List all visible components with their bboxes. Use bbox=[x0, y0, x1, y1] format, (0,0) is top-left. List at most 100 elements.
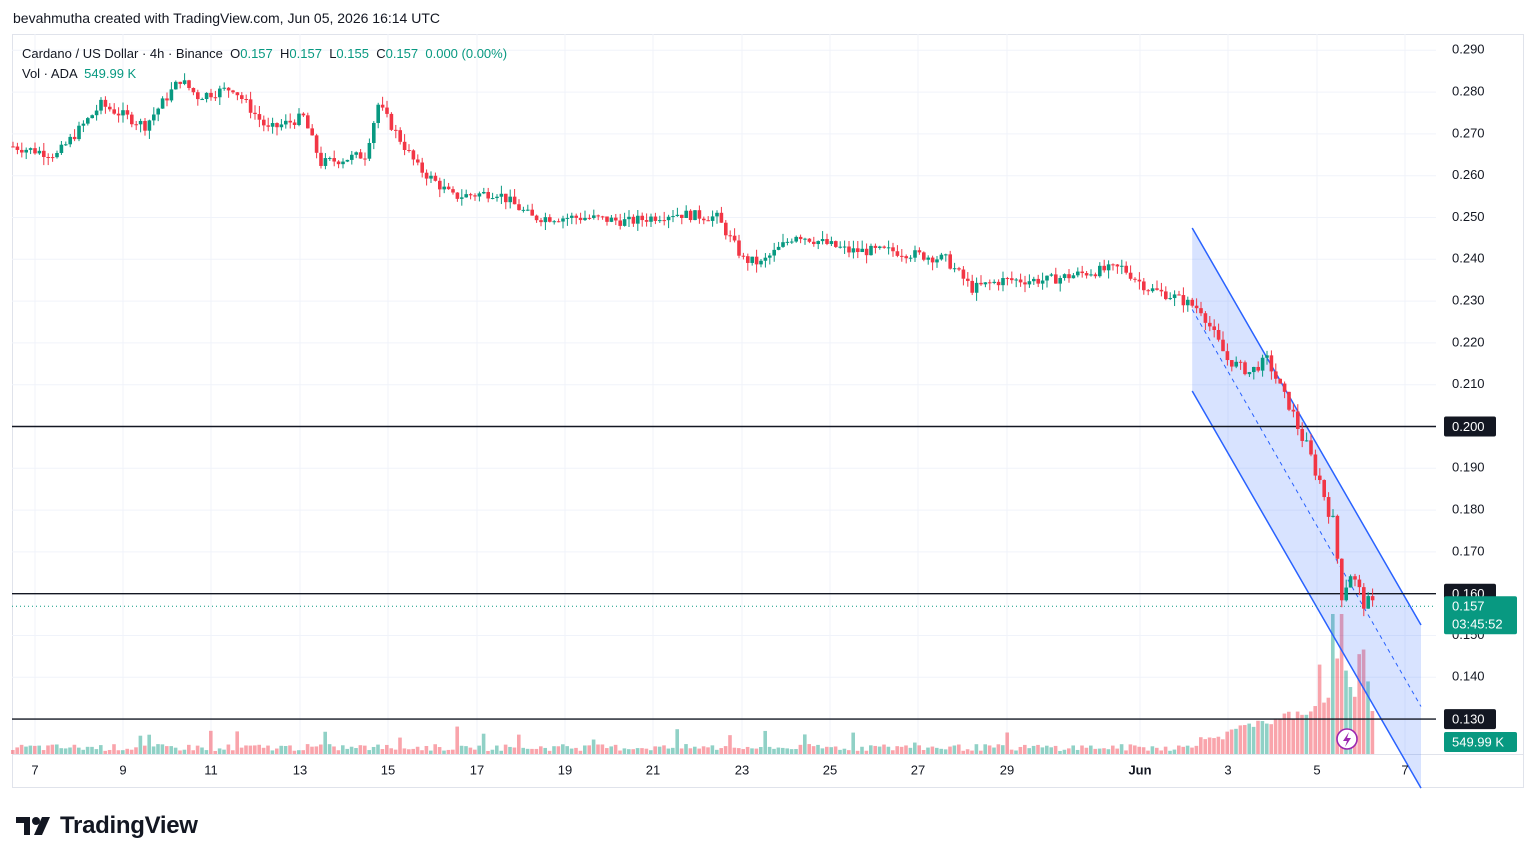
candle-body bbox=[477, 193, 482, 197]
candle-body bbox=[526, 209, 530, 211]
volume-label[interactable]: Vol · ADA bbox=[22, 66, 77, 81]
price-axis-label: 0.170 bbox=[1452, 543, 1485, 558]
volume-bar bbox=[319, 744, 323, 754]
candle-body bbox=[231, 90, 235, 93]
volume-bar bbox=[1005, 732, 1009, 754]
volume-bar bbox=[1133, 745, 1137, 754]
volume-bar bbox=[1335, 658, 1339, 754]
candle-body bbox=[429, 175, 433, 179]
volume-bar bbox=[345, 748, 349, 754]
candle-body bbox=[358, 152, 363, 159]
candle-body bbox=[675, 214, 680, 217]
volume-bar bbox=[820, 748, 825, 754]
time-axis-label: 27 bbox=[911, 762, 925, 777]
volume-bar bbox=[794, 749, 798, 754]
volume-bar bbox=[433, 744, 437, 754]
volume-bar bbox=[618, 750, 622, 754]
volume-bar bbox=[292, 750, 297, 754]
volume-bar bbox=[838, 749, 842, 754]
volume-bar bbox=[371, 746, 376, 754]
volume-bar bbox=[1155, 747, 1159, 754]
volume-bar bbox=[1097, 748, 1102, 754]
candle-body bbox=[1084, 273, 1089, 276]
candle-body bbox=[1260, 357, 1265, 371]
candle-body bbox=[781, 242, 785, 247]
volume-bar bbox=[107, 749, 112, 754]
volume-bar bbox=[226, 744, 231, 754]
volume-bar bbox=[94, 749, 99, 754]
candle-body bbox=[244, 99, 248, 101]
volume-bar bbox=[415, 746, 420, 754]
volume-bar bbox=[644, 748, 649, 754]
price-axis-label: 0.140 bbox=[1452, 669, 1485, 684]
candle-body bbox=[1216, 329, 1221, 340]
volume-bar bbox=[477, 745, 481, 754]
candle-body bbox=[446, 186, 451, 190]
replay-lightning-icon[interactable] bbox=[1336, 728, 1358, 750]
volume-bar bbox=[143, 745, 147, 754]
volume-bar bbox=[68, 747, 72, 754]
volume-bar bbox=[935, 747, 939, 754]
candle-body bbox=[341, 161, 345, 165]
volume-bar bbox=[547, 750, 552, 754]
volume-bar bbox=[222, 749, 226, 754]
volume-bar bbox=[1243, 725, 1247, 754]
volume-bar bbox=[297, 750, 301, 754]
candle-body bbox=[592, 215, 596, 218]
time-axis-label: 23 bbox=[735, 762, 749, 777]
volume-bar bbox=[63, 748, 68, 754]
volume-bar bbox=[1269, 724, 1273, 754]
candle-body bbox=[1168, 298, 1172, 300]
volume-bar bbox=[719, 748, 723, 754]
volume-bar bbox=[992, 747, 996, 754]
candle-body bbox=[996, 281, 1001, 286]
candle-body bbox=[741, 255, 746, 257]
volume-bar bbox=[349, 746, 354, 754]
volume-bar bbox=[217, 748, 222, 754]
channel-lower-line[interactable] bbox=[1191, 390, 1422, 789]
candle-body bbox=[530, 209, 534, 216]
brand[interactable]: TradingView bbox=[16, 812, 198, 840]
candle-body bbox=[790, 241, 794, 243]
price-axis-label: 0.250 bbox=[1452, 209, 1485, 224]
candle-body bbox=[187, 80, 191, 88]
candle-body bbox=[407, 150, 411, 152]
candle-body bbox=[825, 239, 829, 244]
candle-body bbox=[424, 172, 429, 179]
volume-bar bbox=[1031, 745, 1036, 754]
candle-body bbox=[886, 247, 891, 249]
volume-bar bbox=[851, 732, 855, 754]
candle-body bbox=[33, 148, 37, 154]
candle-body bbox=[1234, 361, 1238, 367]
symbol-title[interactable]: Cardano / US Dollar · 4h · Binance bbox=[22, 46, 223, 61]
candle-body bbox=[904, 256, 908, 259]
time-axis-label: 3 bbox=[1224, 762, 1231, 777]
candle-body bbox=[442, 186, 446, 190]
candle-body bbox=[944, 254, 948, 256]
candle-body bbox=[1045, 275, 1049, 281]
volume-bar bbox=[556, 746, 561, 754]
volume-bar bbox=[974, 744, 979, 754]
candle-body bbox=[99, 99, 103, 111]
candle-body bbox=[891, 247, 895, 252]
candle-body bbox=[1256, 366, 1260, 371]
price-axis-label: 0.240 bbox=[1452, 251, 1485, 266]
candle-body bbox=[1300, 429, 1304, 441]
candle-body bbox=[411, 150, 416, 160]
candle-body bbox=[1282, 383, 1287, 392]
candle-body bbox=[596, 215, 600, 217]
price-axis-label: 0.290 bbox=[1452, 42, 1485, 57]
candle-body bbox=[490, 198, 495, 200]
candle-body bbox=[794, 236, 798, 242]
level-price-badge bbox=[1444, 416, 1496, 437]
volume-bar bbox=[671, 747, 675, 754]
volume-bar bbox=[173, 747, 178, 754]
price-axis-label: 0.280 bbox=[1452, 84, 1485, 99]
volume-bar bbox=[1339, 614, 1344, 754]
volume-bar bbox=[948, 746, 952, 754]
candle-body bbox=[961, 269, 966, 279]
candle-body bbox=[776, 246, 781, 250]
volume-bar bbox=[1009, 749, 1014, 754]
